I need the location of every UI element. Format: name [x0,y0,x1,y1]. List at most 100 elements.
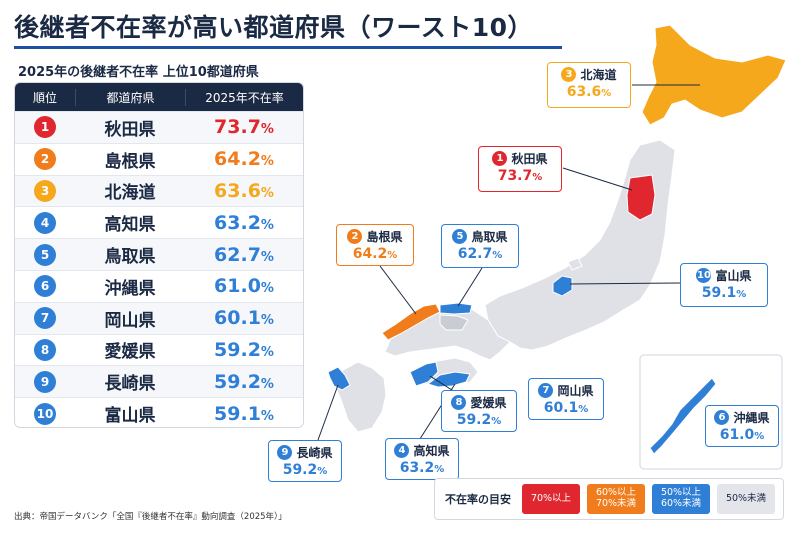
callout-value: 64.2% [341,246,409,262]
toyama-shape [552,275,573,297]
nagasaki-shape [327,366,351,391]
akita-shape [626,174,656,221]
header-rank: 順位 [32,90,57,105]
callout-name: 鳥取県 [471,230,508,244]
rank-cell: 1 [15,116,75,139]
rank-cell: 9 [15,370,75,393]
callout-percent-sign: % [492,250,503,261]
rank-cell: 7 [15,307,75,330]
okinawa-shape [649,377,717,455]
legend-swatch: 60%以上 70%未満 [587,484,645,514]
rate-number: 59.1 [214,402,261,425]
callout-rank-badge: 2 [347,229,363,244]
prefecture-name: 秋田県 [104,119,156,140]
callout-percent-sign: % [736,289,747,300]
callout-name: 富山県 [715,269,752,283]
rate-value: 61.0% [185,275,303,297]
callout-header: 1 秋田県 [483,150,557,167]
callout-name: 岡山県 [557,384,594,398]
callout-rank-badge: 1 [492,151,508,166]
callout-value: 59.2% [273,462,337,478]
rank-badge: 8 [34,338,56,361]
rank-badge: 10 [34,402,56,425]
callout-rank-badge: 4 [394,443,410,458]
prefecture-name: 鳥取県 [104,247,156,268]
prefecture-name: 北海道 [104,183,156,204]
kochi-shape [426,371,471,388]
hokkaido-shape [641,24,787,126]
rank-cell: 5 [15,243,75,266]
rank-cell: 8 [15,338,75,361]
table-row: 10 富山県 59.1% [15,397,303,427]
tottori-shape [439,302,473,315]
rank-badge: 6 [34,275,56,298]
callout-number: 61.0 [719,427,755,443]
rate-number: 73.7 [214,116,261,139]
callout-tottori: 5 鳥取県 62.7% [441,224,519,268]
rate-percent-sign: % [260,344,274,360]
prefecture-name: 愛媛県 [104,342,156,363]
rate-value: 73.7% [185,116,303,138]
callout-name: 長崎県 [296,446,333,460]
callout-header: 10 富山県 [685,267,763,284]
callout-number: 60.1 [543,400,579,416]
callout-percent-sign: % [754,431,765,442]
table-row: 9 長崎県 59.2% [15,365,303,398]
table-header: 順位 都道府県 2025年不在率 [15,83,303,111]
callout-kochi: 4 高知県 63.2% [385,438,459,480]
legend-items: 70%以上 60%以上 70%未満 50%以上 60%未満 50%未満 [522,484,775,514]
callout-number: 62.7 [457,246,493,262]
callout-hokkaido: 3 北海道 63.6% [547,62,631,108]
rank-badge: 4 [34,211,56,234]
legend: 不在率の目安 70%以上 60%以上 70%未満 50%以上 60%未満 50%未満 [434,478,784,520]
rank-cell: 3 [15,179,75,202]
source-note: 出典：帝国データバンク「全国『後継者不在率』動向調査（2025年）」 [14,512,287,522]
callout-shimane: 2 島根県 64.2% [336,224,414,266]
legend-swatch: 50%以上 60%未満 [652,484,710,514]
rate-percent-sign: % [260,249,274,265]
callout-rank-badge: 10 [696,268,712,283]
rank-badge: 2 [34,148,56,171]
rank-badge: 5 [34,243,56,266]
ranking-table: 順位 都道府県 2025年不在率 1 秋田県 73.7% 2 島根県 64.2% 3 北海道 6… [14,82,304,428]
prefecture-name: 富山県 [104,406,156,427]
callout-number: 59.2 [282,462,318,478]
rate-number: 62.7 [214,243,261,266]
callout-name: 愛媛県 [470,396,507,410]
legend-swatch: 50%未満 [717,484,775,514]
callout-rank-badge: 6 [714,410,730,425]
callout-akita: 1 秋田県 73.7% [478,146,562,192]
callout-toyama: 10 富山県 59.1% [680,263,768,307]
header-rate: 2025年不在率 [185,88,303,106]
callout-header: 7 岡山県 [533,382,599,399]
callout-percent-sign: % [491,416,502,427]
rate-value: 60.1% [185,307,303,329]
callout-name: 島根県 [366,230,403,244]
rank-badge: 7 [34,307,56,330]
rank-badge: 1 [34,116,56,139]
rank-cell: 6 [15,275,75,298]
callout-value: 63.2% [390,460,454,476]
rate-value: 59.2% [185,339,303,361]
callout-percent-sign: % [532,172,543,183]
rate-value: 64.2% [185,148,303,170]
callout-header: 9 長崎県 [273,444,337,461]
table-row: 7 岡山県 60.1% [15,301,303,334]
table-row: 3 北海道 63.6% [15,174,303,207]
rank-badge: 3 [34,179,56,202]
callout-value: 59.2% [446,412,512,428]
callout-nagasaki: 9 長崎県 59.2% [268,440,342,482]
callout-header: 4 高知県 [390,442,454,459]
callout-percent-sign: % [578,404,589,415]
rate-percent-sign: % [260,376,274,392]
table-subtitle: 2025年の後継者不在率 上位10都道府県 [18,65,259,80]
callout-rank-badge: 5 [452,229,468,244]
callout-okinawa: 6 沖縄県 61.0% [705,405,779,447]
leader-ehime [429,375,456,393]
rate-percent-sign: % [260,154,274,170]
rate-number: 59.2 [214,338,261,361]
legend-swatch: 70%以上 [522,484,580,514]
rate-percent-sign: % [260,185,274,201]
rate-number: 60.1 [214,307,261,330]
